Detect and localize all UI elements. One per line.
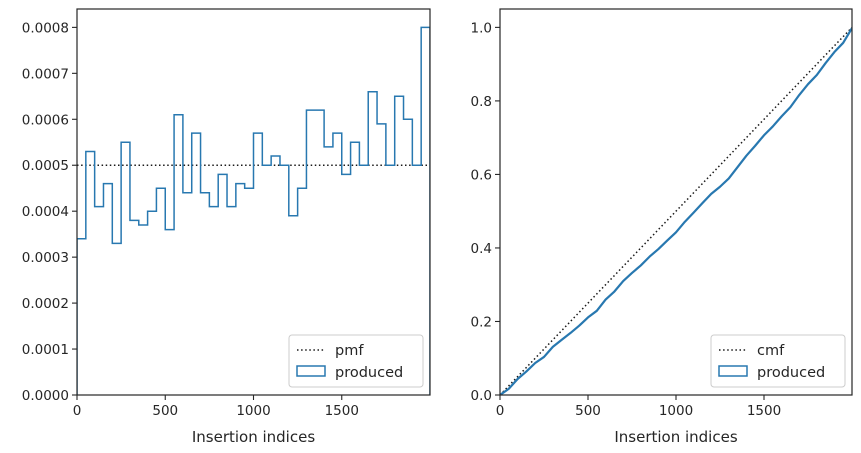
- x-tick-label: 1500: [325, 403, 359, 419]
- x-tick-label: 0: [73, 403, 82, 419]
- y-tick-label: 0.0: [471, 388, 492, 404]
- legend-label-cmf: cmf: [757, 343, 785, 359]
- x-axis-label: Insertion indices: [614, 428, 737, 446]
- y-tick-label: 0.0004: [22, 204, 69, 220]
- y-tick-label: 0.0001: [22, 342, 69, 358]
- legend-label-produced: produced: [757, 365, 825, 381]
- y-tick-label: 0.6: [471, 167, 492, 183]
- x-tick-label: 1500: [747, 403, 781, 419]
- x-tick-label: 1000: [659, 403, 693, 419]
- y-tick-label: 0.8: [471, 94, 492, 110]
- y-tick-label: 0.0000: [22, 388, 69, 404]
- legend-label-produced: produced: [335, 365, 403, 381]
- y-tick-label: 0.0006: [22, 112, 69, 128]
- y-tick-label: 0.2: [471, 314, 492, 330]
- y-tick-label: 0.0007: [22, 66, 69, 82]
- x-tick-label: 0: [496, 403, 505, 419]
- legend-label-pmf: pmf: [335, 343, 364, 359]
- legend-swatch-produced: [296, 365, 326, 377]
- y-tick-label: 0.0002: [22, 296, 69, 312]
- y-tick-label: 0.0008: [22, 20, 69, 36]
- x-tick-label: 500: [575, 403, 601, 419]
- y-tick-label: 0.4: [471, 241, 492, 257]
- legend-box: [288, 334, 424, 388]
- series-line-produced: [500, 27, 852, 395]
- y-tick-label: 1.0: [471, 20, 492, 36]
- x-tick-label: 500: [152, 403, 178, 419]
- legend: cmf produced: [710, 334, 846, 388]
- reference-line-cmf: [500, 26, 852, 395]
- legend: pmf produced: [288, 334, 424, 388]
- y-tick-label: 0.0003: [22, 250, 69, 266]
- chart-panel-1: 0 500 1000 1500 0.0000 0.0001 0.0002 0.0003 0.00…: [22, 8, 431, 446]
- legend-box: [710, 334, 846, 388]
- chart-panel-2: 0 500 1000 1500 0.0 0.2 0.4 0.6 0.8 1.0 Insertion …: [471, 8, 853, 446]
- x-tick-label: 1000: [236, 403, 270, 419]
- x-axis-label: Insertion indices: [192, 428, 315, 446]
- series-line-produced: [77, 26, 430, 395]
- legend-swatch-produced: [718, 365, 748, 377]
- y-tick-label: 0.0005: [22, 158, 69, 174]
